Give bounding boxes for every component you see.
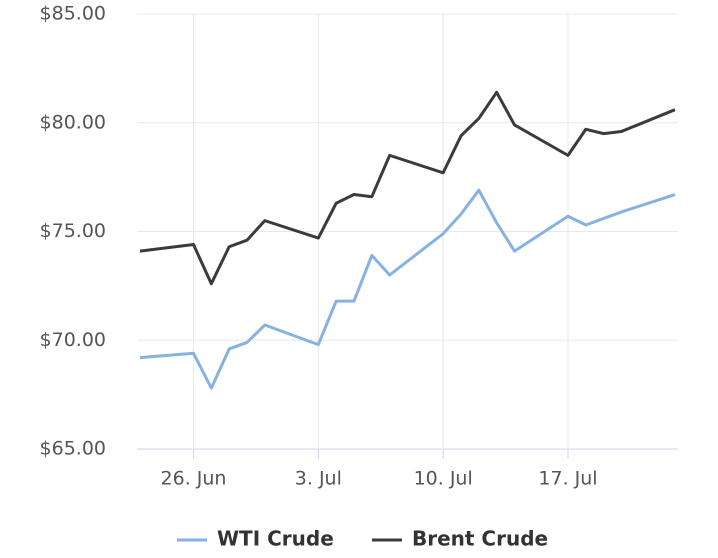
x-tick-label: 10. Jul: [414, 468, 473, 490]
y-tick-label: $65.00: [40, 438, 106, 460]
line: [139, 188, 676, 390]
line: [139, 90, 676, 286]
y-tick-label: $70.00: [40, 329, 106, 351]
x-tick-label: 17. Jul: [538, 468, 597, 490]
y-tick-label: $85.00: [40, 3, 106, 25]
y-tick-label: $75.00: [40, 220, 106, 242]
y-tick-label: $80.00: [40, 111, 106, 133]
x-tick-label: 26. Jun: [161, 468, 227, 490]
legend-label: Brent Crude: [412, 527, 548, 551]
x-tick-label: 3. Jul: [295, 468, 342, 490]
legend-label: WTI Crude: [217, 527, 334, 551]
